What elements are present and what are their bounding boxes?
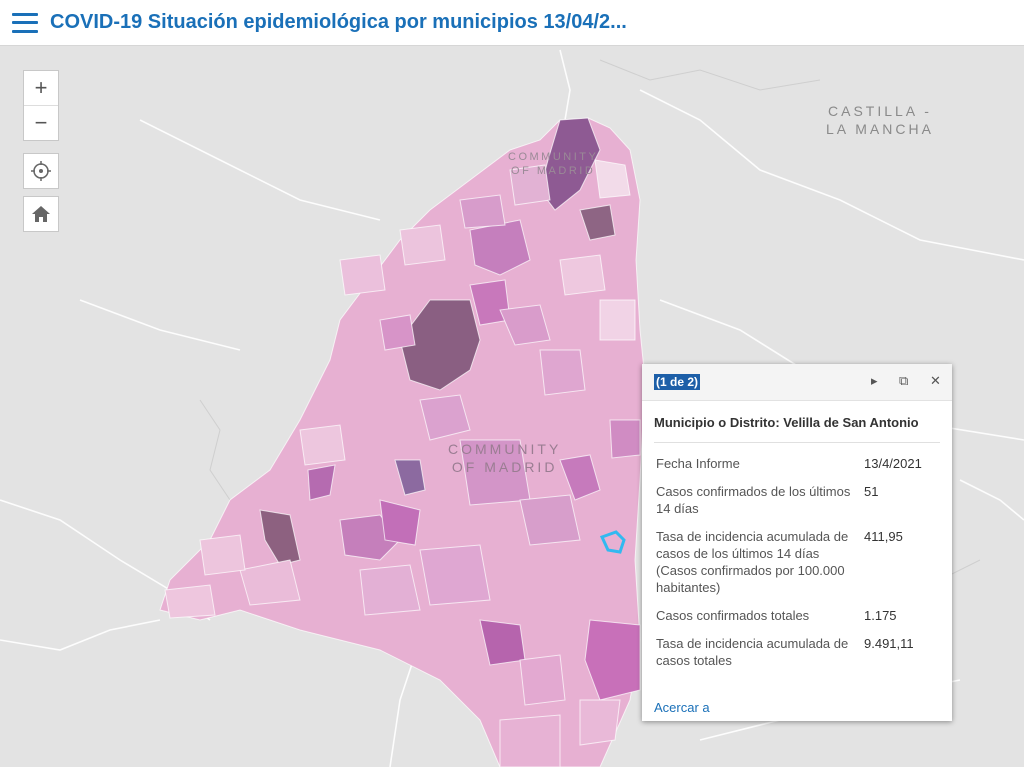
app-header: COVID-19 Situación epidemiológica por mu… [0,0,1024,46]
attr-label: Fecha Informe [656,456,740,471]
table-row: Casos confirmados totales 1.175 [652,601,940,629]
locate-button[interactable] [23,153,59,189]
next-feature-icon[interactable]: ▸ [871,373,878,388]
attr-value: 51 [864,484,879,499]
attr-label: Casos confirmados totales [656,608,810,623]
attr-value: 1.175 [864,608,897,623]
region-label-madrid: COMMUNITY OF MADRID [448,441,562,475]
region-label-castilla: CASTILLA - LA MANCHA [826,103,934,137]
table-row: Fecha Informe 13/4/2021 [652,449,940,477]
attr-label: Casos confirmados de los últimos 14 días [656,484,851,516]
feature-popup: (1 de 2) ▸ ⧉ ✕ Municipio o Distrito: Vel… [642,364,952,721]
locate-icon [31,161,51,181]
table-row: Tasa de incidencia acumulada de casos de… [652,522,940,601]
attr-label: Tasa de incidencia acumulada de casos to… [656,636,849,668]
popup-pager[interactable]: (1 de 2) [654,374,701,390]
menu-icon[interactable] [12,12,38,33]
zoom-to-link[interactable]: Acercar a [654,700,710,715]
zoom-out-button[interactable]: − [24,105,58,140]
home-icon [32,206,50,222]
popup-title: Municipio o Distrito: Velilla de San Ant… [654,415,940,443]
home-button[interactable] [23,196,59,232]
attr-label: Tasa de incidencia acumulada de casos de… [656,529,849,595]
popup-header: (1 de 2) ▸ ⧉ ✕ [642,364,952,401]
close-icon[interactable]: ✕ [930,373,941,388]
app-title: COVID-19 Situación epidemiológica por mu… [50,11,627,33]
attr-value: 411,95 [864,529,903,544]
attr-value: 9.491,11 [864,636,914,651]
zoom-in-button[interactable]: + [34,75,48,100]
table-row: Casos confirmados de los últimos 14 días… [652,477,940,522]
attribute-table: Fecha Informe 13/4/2021 Casos confirmado… [652,449,940,674]
selected-municipality[interactable] [599,530,626,554]
table-row: Tasa de incidencia acumulada de casos to… [652,629,940,674]
region-label-madrid-north: COMMUNITY OF MADRID [508,151,599,177]
zoom-control: + − [23,70,59,141]
attr-value: 13/4/2021 [864,456,922,471]
maximize-icon[interactable]: ⧉ [899,373,909,388]
